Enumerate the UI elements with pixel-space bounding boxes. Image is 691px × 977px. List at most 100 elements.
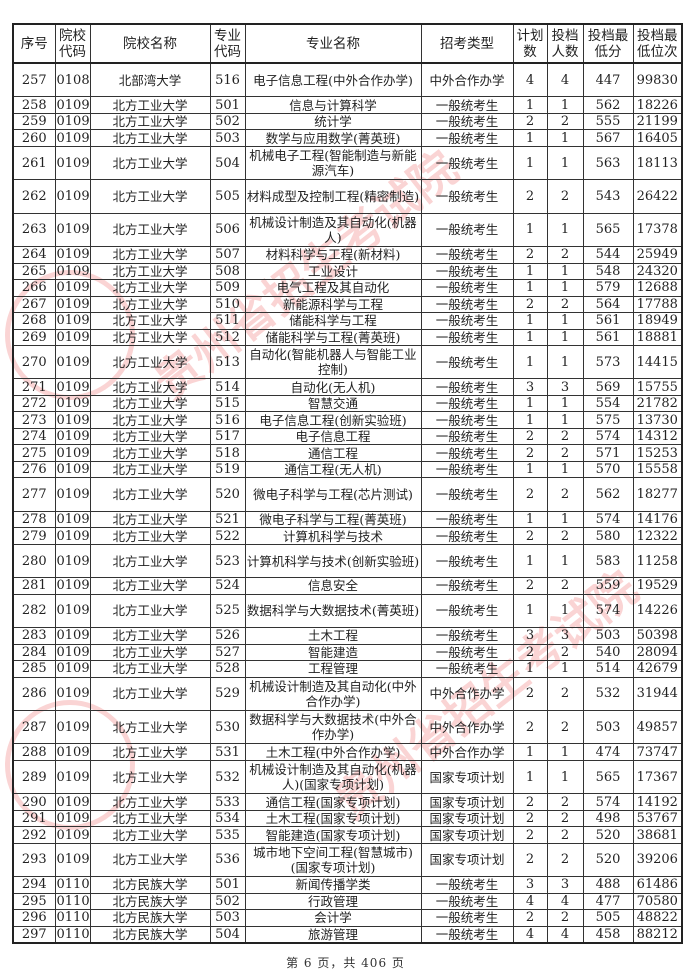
table-row: 272 0109 北方工业大学 515 智慧交通 一般统考生 1 1 554 21782 xyxy=(12,394,683,413)
col-plan-cell: 2 xyxy=(512,842,548,878)
col-min-rank-cell: 73747 xyxy=(632,743,683,761)
col-admission-type-cell: 国家专项计划 xyxy=(420,759,514,795)
col-major-name-cell: 储能科学与工程(菁英班) xyxy=(244,328,422,347)
col-min-rank-cell: 14192 xyxy=(632,793,683,811)
col-min-rank-cell: 18113 xyxy=(632,145,683,181)
col-admission-type-cell: 国家专项计划 xyxy=(420,793,514,811)
col-major-code-cell: 530 xyxy=(209,710,246,745)
col-major-name-cell: 工程管理 xyxy=(244,660,422,678)
col-admitted-cell: 1 xyxy=(546,593,584,629)
col-min-rank-cell: 13730 xyxy=(632,411,683,429)
col-min-score-cell: 574 xyxy=(582,427,634,446)
col-school-name-cell: 北方工业大学 xyxy=(89,96,211,114)
col-plan-cell: 2 xyxy=(512,793,548,811)
col-plan-cell: 3 xyxy=(512,876,548,894)
col-seq-header: 序号 xyxy=(12,23,56,64)
col-admitted-cell: 1 xyxy=(546,759,584,795)
col-min-score-cell: 514 xyxy=(582,660,634,678)
table-row: 271 0109 北方工业大学 514 自动化(无人机) 一般统考生 3 3 569 15755 xyxy=(12,378,683,396)
col-min-score-cell: 561 xyxy=(582,328,634,347)
col-min-rank-cell: 17378 xyxy=(632,212,683,248)
col-major-code-cell: 536 xyxy=(209,842,246,878)
col-min-rank-cell: 31944 xyxy=(632,676,683,712)
col-school-name-cell: 北方民族大学 xyxy=(89,892,211,911)
col-min-rank-cell: 14226 xyxy=(632,593,683,629)
col-min-rank-cell: 15253 xyxy=(632,444,683,462)
col-school-code-cell: 0109 xyxy=(54,676,91,712)
col-major-code-cell: 532 xyxy=(209,759,246,795)
col-major-name-cell: 通信工程(国家专项计划) xyxy=(244,793,422,811)
col-school-code-cell: 0109 xyxy=(54,179,91,214)
col-major-code-cell: 503 xyxy=(209,129,246,147)
col-admission-type-cell: 一般统考生 xyxy=(420,643,514,662)
col-admitted-cell: 1 xyxy=(546,279,584,297)
col-major-name-cell: 数据科学与大数据技术(菁英班) xyxy=(244,593,422,629)
col-school-name-cell: 北部湾大学 xyxy=(89,62,211,98)
col-major-code-cell: 501 xyxy=(209,96,246,114)
col-school-name-cell: 北方工业大学 xyxy=(89,809,211,828)
table-row: 280 0109 北方工业大学 523 计算机科学与技术(创新实验班) 一般统考生 1 1 58… xyxy=(12,543,683,579)
col-seq-cell: 267 xyxy=(12,295,56,314)
col-plan-cell: 2 xyxy=(512,809,548,828)
col-plan-cell: 1 xyxy=(512,543,548,579)
table-row: 282 0109 北方工业大学 525 数据科学与大数据技术(菁英班) 一般统考生 1 1 57… xyxy=(12,593,683,629)
col-min-rank-cell: 49857 xyxy=(632,710,683,745)
col-admitted-cell: 2 xyxy=(546,793,584,811)
col-plan-cell: 2 xyxy=(512,909,548,927)
col-seq-cell: 281 xyxy=(12,577,56,595)
col-school-name-cell: 北方工业大学 xyxy=(89,710,211,745)
col-plan-cell: 2 xyxy=(512,826,548,844)
col-min-score-cell: 503 xyxy=(582,710,634,745)
col-admission-type-cell: 中外合作办学 xyxy=(420,676,514,712)
col-admission-type-cell: 一般统考生 xyxy=(420,378,514,396)
col-school-code-cell: 0109 xyxy=(54,312,91,330)
col-school-name-cell: 北方工业大学 xyxy=(89,212,211,248)
col-seq-cell: 289 xyxy=(12,759,56,795)
col-school-name-cell: 北方民族大学 xyxy=(89,876,211,894)
col-major-code-cell: 514 xyxy=(209,378,246,396)
col-school-code-cell: 0109 xyxy=(54,212,91,248)
col-plan-cell: 1 xyxy=(512,394,548,413)
col-school-name-cell: 北方工业大学 xyxy=(89,510,211,529)
col-admission-type-cell: 一般统考生 xyxy=(420,246,514,264)
col-seq-cell: 292 xyxy=(12,826,56,844)
col-min-rank-cell: 18226 xyxy=(632,96,683,114)
col-plan-cell: 1 xyxy=(512,312,548,330)
col-min-score-cell: 505 xyxy=(582,909,634,927)
col-admitted-cell: 1 xyxy=(546,510,584,529)
col-min-score-cell: 540 xyxy=(582,643,634,662)
col-min-score-cell: 474 xyxy=(582,743,634,761)
col-plan-cell: 2 xyxy=(512,527,548,545)
table-row: 274 0109 北方工业大学 517 电子信息工程 一般统考生 2 2 574 14312 xyxy=(12,427,683,446)
col-major-code-cell: 501 xyxy=(209,876,246,894)
col-seq-cell: 286 xyxy=(12,676,56,712)
col-school-name-cell: 北方工业大学 xyxy=(89,345,211,380)
col-major-name-cell: 新闻传播学类 xyxy=(244,876,422,894)
col-min-score-cell: 503 xyxy=(582,627,634,645)
col-school-code-cell: 0109 xyxy=(54,427,91,446)
col-school-code-cell: 0109 xyxy=(54,378,91,396)
col-school-code-cell: 0109 xyxy=(54,279,91,297)
col-plan-cell: 1 xyxy=(512,759,548,795)
col-major-name-cell: 智能建造 xyxy=(244,643,422,662)
col-school-code-cell: 0109 xyxy=(54,627,91,645)
col-major-name-cell: 旅游管理 xyxy=(244,925,422,944)
col-seq-cell: 282 xyxy=(12,593,56,629)
col-school-code-cell: 0109 xyxy=(54,643,91,662)
col-admission-type-cell: 一般统考生 xyxy=(420,328,514,347)
col-min-score-cell: 569 xyxy=(582,378,634,396)
col-seq-cell: 260 xyxy=(12,129,56,147)
col-min-score-cell: 564 xyxy=(582,295,634,314)
col-min-rank-cell: 39206 xyxy=(632,842,683,878)
col-admission-type-cell: 一般统考生 xyxy=(420,427,514,446)
col-major-code-cell: 534 xyxy=(209,809,246,828)
table-row: 267 0109 北方工业大学 510 新能源科学与工程 一般统考生 2 2 564 17788 xyxy=(12,295,683,314)
col-admission-type-cell: 中外合作办学 xyxy=(420,710,514,745)
col-admission-type-cell: 一般统考生 xyxy=(420,477,514,512)
col-seq-cell: 276 xyxy=(12,460,56,479)
col-major-name-cell: 智慧交通 xyxy=(244,394,422,413)
table-row: 295 0110 北方民族大学 502 行政管理 一般统考生 4 4 477 70580 xyxy=(12,892,683,911)
col-seq-cell: 291 xyxy=(12,809,56,828)
col-admission-type-cell: 国家专项计划 xyxy=(420,826,514,844)
col-admitted-cell: 2 xyxy=(546,112,584,131)
